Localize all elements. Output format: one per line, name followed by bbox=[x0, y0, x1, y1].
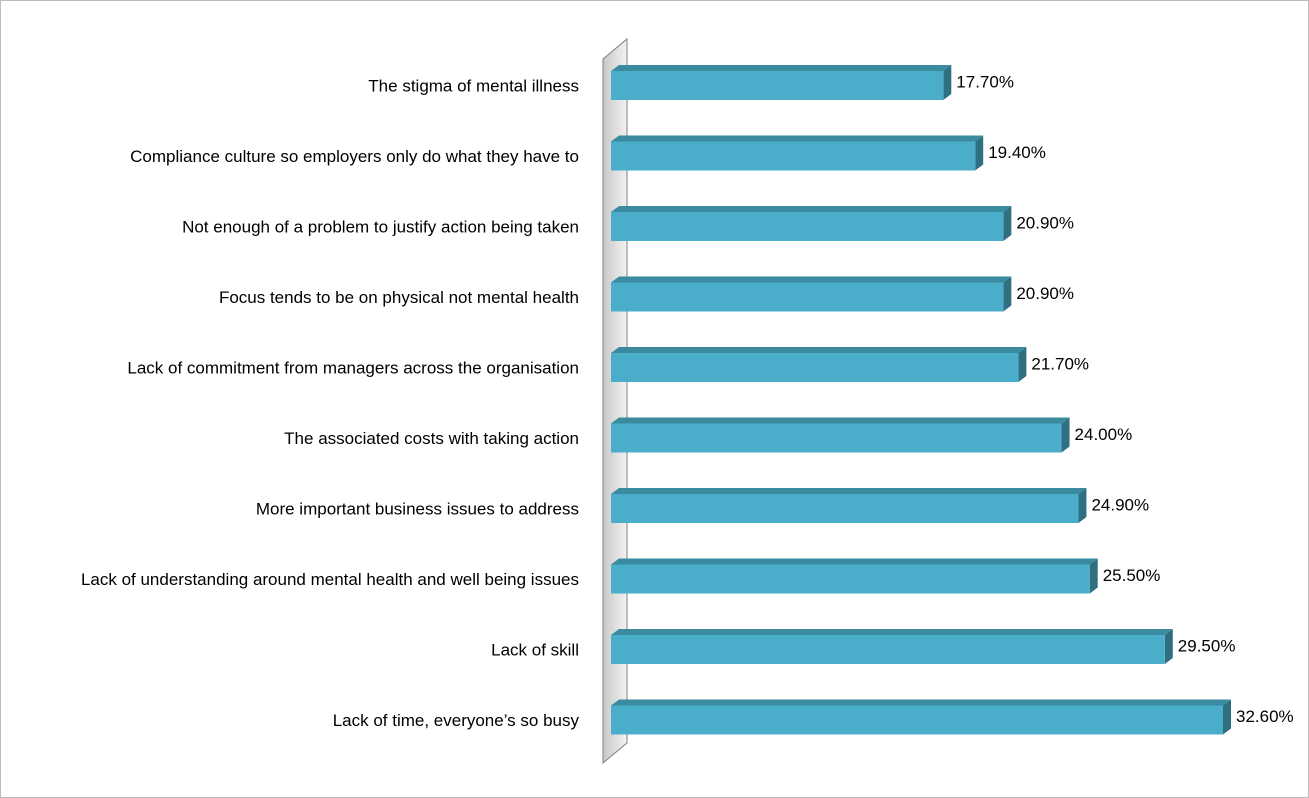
bar-front-face bbox=[611, 564, 1090, 594]
bar-side-face bbox=[1003, 206, 1012, 241]
value-label: 29.50% bbox=[1178, 637, 1236, 656]
bar-front-face bbox=[611, 71, 944, 100]
value-label: 20.90% bbox=[1016, 214, 1074, 233]
bar-top-face bbox=[611, 629, 1173, 635]
category-label: Lack of skill bbox=[491, 641, 579, 660]
bar-front-face bbox=[611, 212, 1004, 241]
category-label: The stigma of mental illness bbox=[368, 77, 579, 96]
bars-group bbox=[611, 65, 1231, 735]
bar-side-face bbox=[1164, 629, 1173, 664]
value-labels: 17.70% 19.40% 20.90% 20.90% 21.70% 24.00% 24.9… bbox=[956, 73, 1293, 727]
bar-front-face bbox=[611, 705, 1223, 735]
value-label: 19.40% bbox=[988, 143, 1046, 162]
value-label: 25.50% bbox=[1103, 566, 1161, 585]
category-label: Lack of time, everyone’s so busy bbox=[333, 711, 580, 730]
bar bbox=[611, 699, 1231, 735]
value-label: 24.00% bbox=[1075, 425, 1133, 444]
value-label: 20.90% bbox=[1016, 284, 1074, 303]
category-label: Not enough of a problem to justify actio… bbox=[182, 218, 579, 237]
bar bbox=[611, 206, 1012, 241]
value-label: 21.70% bbox=[1031, 355, 1089, 374]
category-label: Lack of understanding around mental heal… bbox=[81, 570, 579, 589]
value-label: 24.90% bbox=[1091, 496, 1149, 515]
bar bbox=[611, 488, 1087, 523]
bar-front-face bbox=[611, 282, 1004, 312]
value-label: 17.70% bbox=[956, 73, 1014, 92]
bar-side-face bbox=[1061, 417, 1070, 453]
bar-front-face bbox=[611, 494, 1079, 523]
bar-top-face bbox=[611, 699, 1231, 706]
value-label: 32.60% bbox=[1236, 707, 1294, 726]
bar-top-face bbox=[611, 488, 1087, 494]
bar bbox=[611, 558, 1098, 594]
bar-top-face bbox=[611, 347, 1027, 353]
bar bbox=[611, 347, 1027, 382]
bar-front-face bbox=[611, 141, 976, 171]
bar-top-face bbox=[611, 558, 1098, 565]
bar-top-face bbox=[611, 276, 1012, 283]
category-labels: The stigma of mental illness Compliance c… bbox=[81, 77, 580, 731]
bar-top-face bbox=[611, 417, 1070, 424]
category-label: The associated costs with taking action bbox=[284, 429, 579, 448]
bar-side-face bbox=[1078, 488, 1087, 523]
bar bbox=[611, 629, 1173, 664]
bar-front-face bbox=[611, 635, 1165, 664]
category-label: More important business issues to addres… bbox=[256, 500, 579, 519]
bar bbox=[611, 417, 1070, 453]
bar-side-face bbox=[975, 135, 984, 171]
bar-top-face bbox=[611, 135, 984, 142]
bar-side-face bbox=[1223, 699, 1231, 735]
category-label: Compliance culture so employers only do … bbox=[130, 147, 579, 166]
bar-side-face bbox=[1089, 558, 1098, 594]
bar bbox=[611, 276, 1012, 312]
bar-top-face bbox=[611, 65, 952, 71]
bar-side-face bbox=[1003, 276, 1012, 312]
bar-front-face bbox=[611, 423, 1062, 453]
bar-side-face bbox=[943, 65, 952, 100]
category-label: Lack of commitment from managers across … bbox=[127, 359, 579, 378]
bar-side-face bbox=[1018, 347, 1027, 382]
bar-front-face bbox=[611, 353, 1019, 382]
category-label: Focus tends to be on physical not mental… bbox=[219, 288, 579, 307]
bar bbox=[611, 65, 952, 100]
bar-top-face bbox=[611, 206, 1012, 212]
bar bbox=[611, 135, 984, 171]
